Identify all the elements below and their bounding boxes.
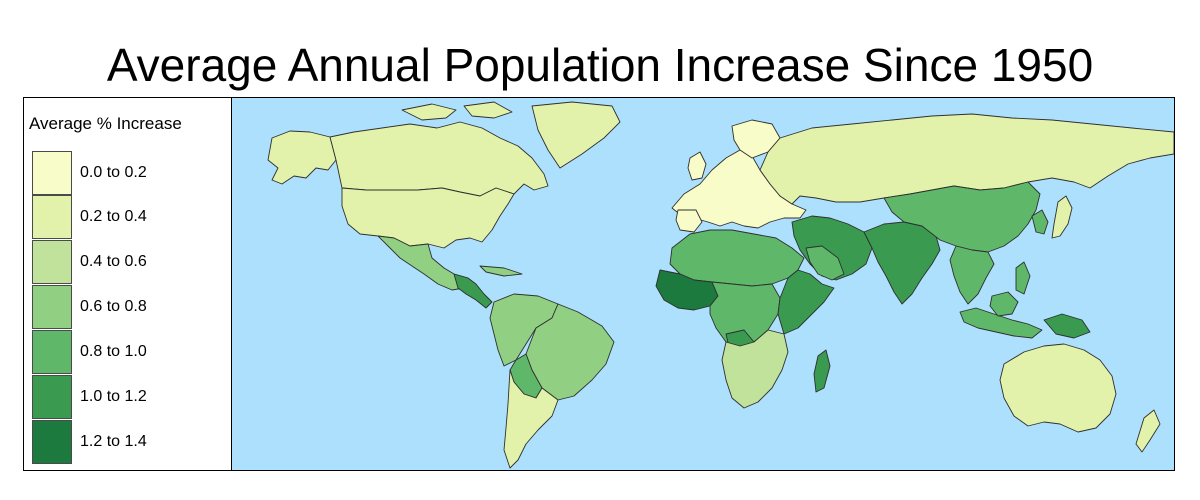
legend-item: 0.6 to 0.8 — [32, 285, 222, 330]
region-iberia — [675, 209, 703, 233]
region-alaska — [267, 130, 337, 185]
legend-label: 1.2 to 1.4 — [80, 433, 147, 450]
region-russia — [759, 113, 1174, 205]
legend-swatch — [32, 420, 72, 464]
legend-swatch — [32, 285, 72, 329]
legend-swatch — [32, 151, 72, 195]
world-map — [231, 97, 1175, 471]
map-title: Average Annual Population Increase Since… — [106, 39, 1094, 91]
region-caribbean — [479, 265, 523, 277]
region-new-zealand — [1135, 409, 1161, 453]
region-east-africa — [777, 269, 835, 335]
region-united-states — [341, 187, 515, 249]
legend-item: 0.8 to 1.0 — [32, 330, 222, 375]
legend-label: 0.8 to 1.0 — [80, 343, 147, 360]
world-map-canvas — [232, 98, 1174, 470]
legend-swatch — [32, 375, 72, 419]
legend-label: 1.0 to 1.2 — [80, 388, 147, 405]
region-japan — [1051, 195, 1073, 239]
region-korea — [1031, 209, 1049, 235]
region-indonesia — [959, 307, 1043, 339]
region-borneo — [989, 291, 1019, 317]
legend: Average % Increase 0.0 to 0.2 0.2 to 0.4… — [23, 97, 231, 471]
legend-label: 0.2 to 0.4 — [80, 208, 147, 225]
region-papua-new-guinea — [1043, 313, 1091, 339]
legend-item: 1.0 to 1.2 — [32, 375, 222, 420]
region-southeast-asia — [949, 245, 995, 305]
legend-item: 0.2 to 0.4 — [32, 195, 222, 240]
region-greenland — [531, 101, 621, 169]
region-central-america — [453, 273, 493, 309]
region-madagascar — [813, 349, 831, 393]
region-southern-africa — [721, 329, 789, 409]
legend-label: 0.0 to 0.2 — [80, 164, 147, 181]
legend-title: Average % Increase — [29, 114, 182, 133]
region-philippines — [1015, 261, 1031, 295]
legend-swatch — [32, 195, 72, 239]
region-south-america-north — [489, 293, 559, 367]
legend-swatch — [32, 240, 72, 284]
region-europe — [671, 149, 807, 229]
legend-label: 0.6 to 0.8 — [80, 298, 147, 315]
legend-item: 1.2 to 1.4 — [32, 420, 222, 465]
legend-item: 0.4 to 0.6 — [32, 240, 222, 285]
legend-label: 0.4 to 0.6 — [80, 253, 147, 270]
legend-item: 0.0 to 0.2 — [32, 151, 222, 196]
region-southern-cone — [503, 369, 559, 469]
legend-swatch — [32, 330, 72, 374]
region-china — [883, 181, 1041, 253]
region-australia — [999, 343, 1117, 433]
region-canada-arctic-islands — [401, 101, 513, 121]
region-arabia — [805, 245, 845, 281]
region-uk — [687, 151, 707, 181]
